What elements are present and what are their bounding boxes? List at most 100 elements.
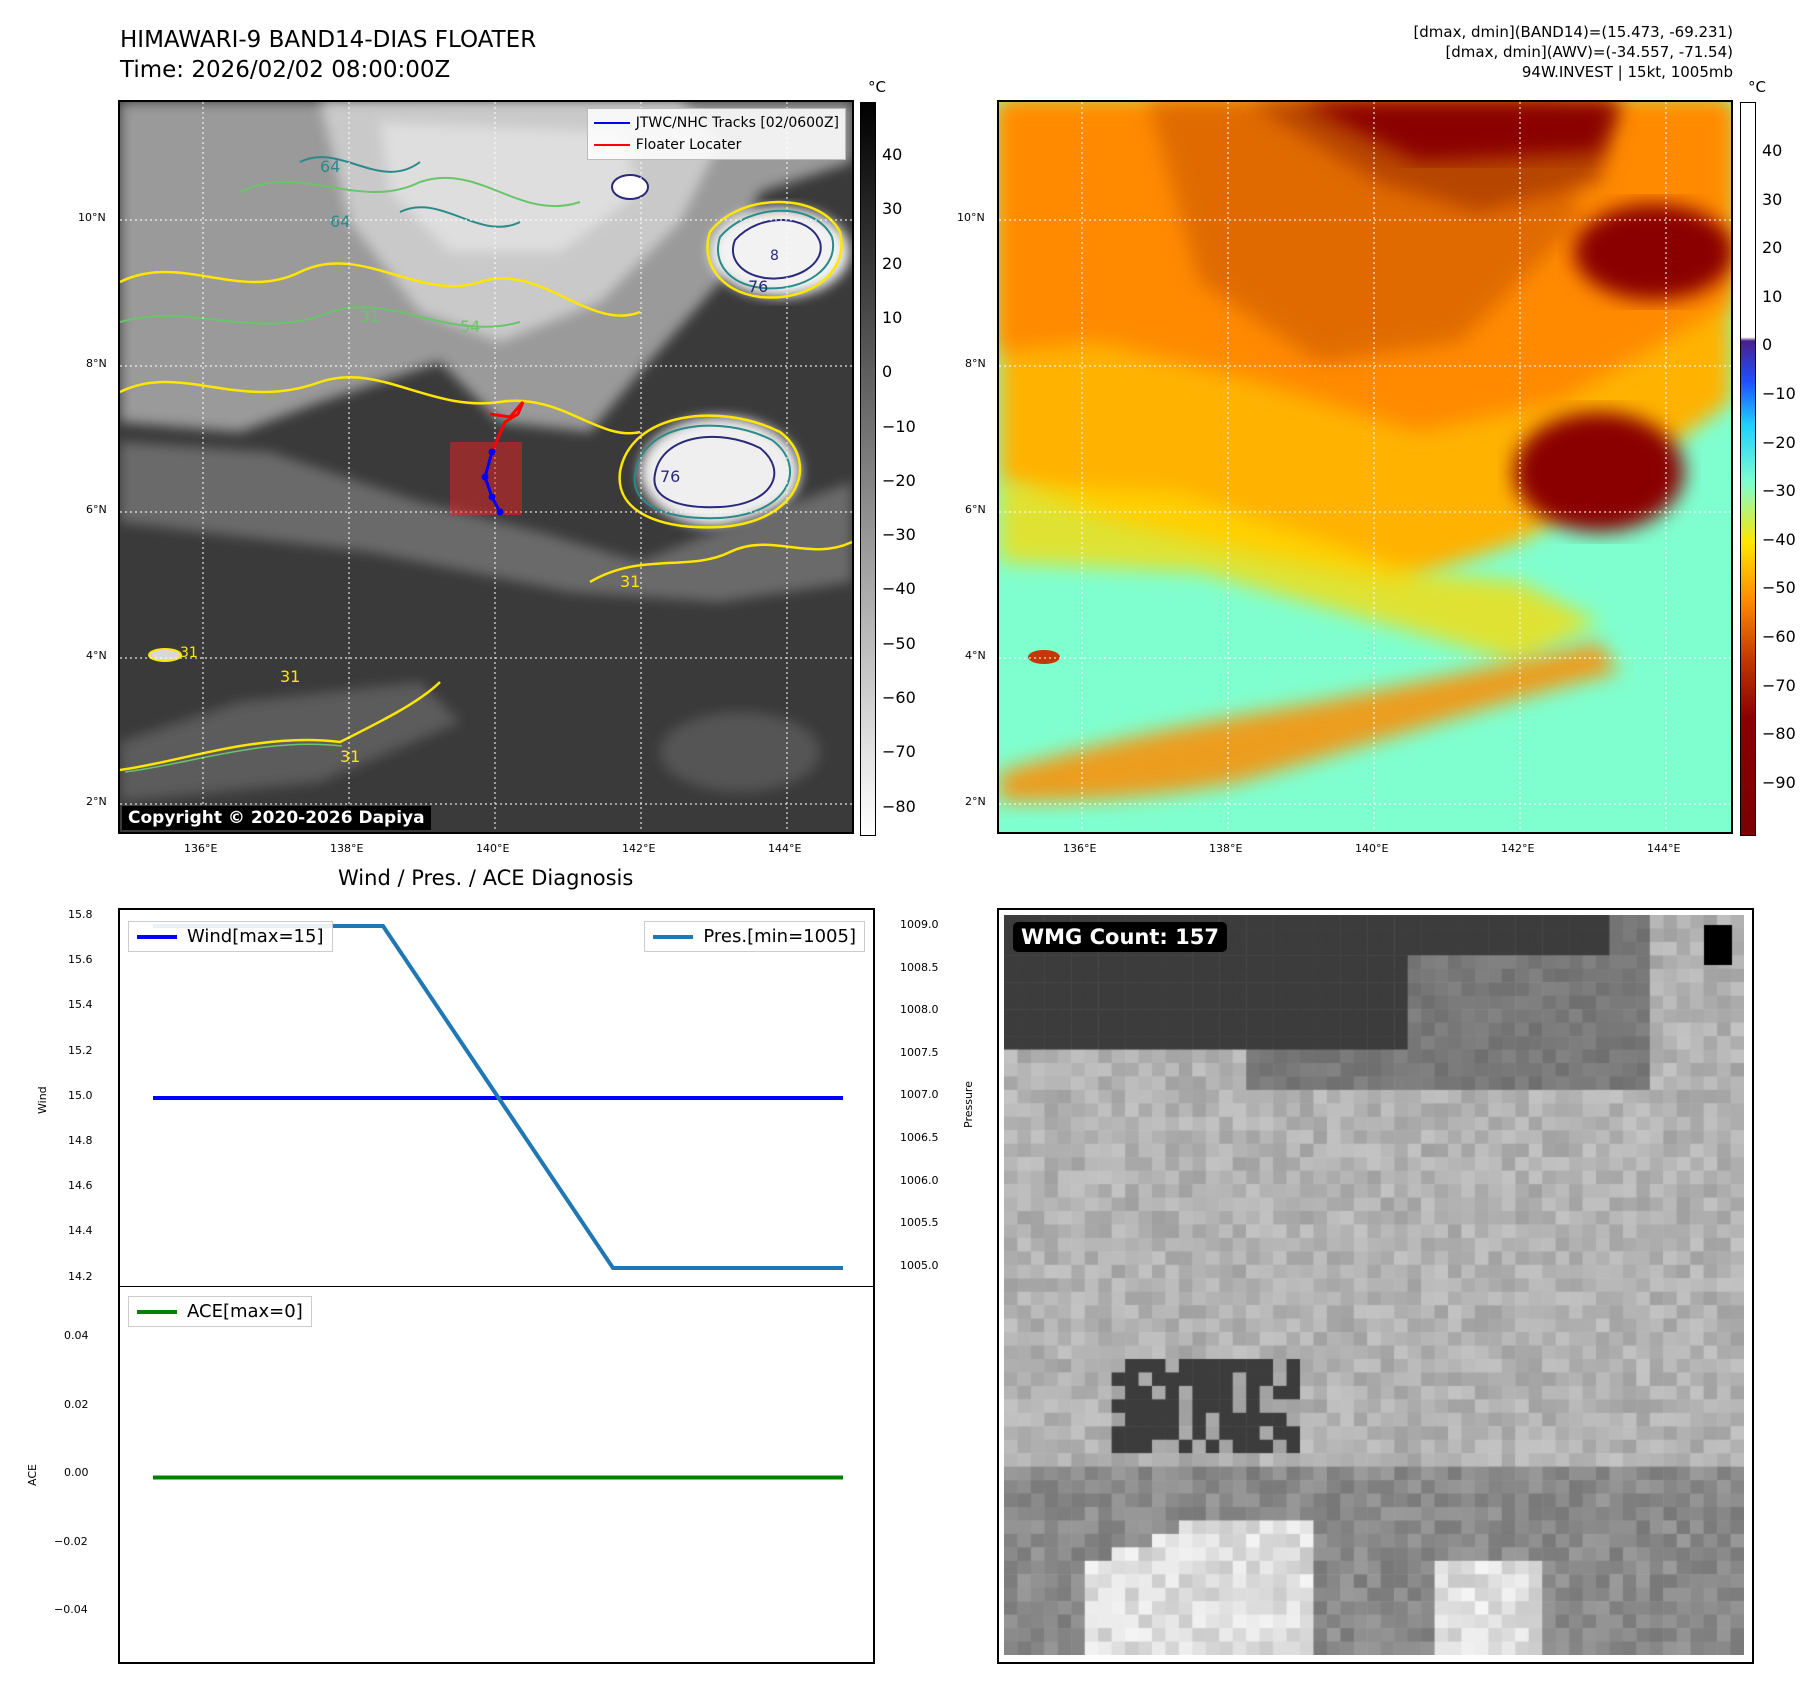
copyright-label: Copyright © 2020-2026 Dapiya <box>122 806 431 830</box>
colorbar-tick: −60 <box>882 688 916 707</box>
lon-label: 136°E <box>1063 842 1097 855</box>
lat-label: 2°N <box>86 795 107 808</box>
contour-label: 31 <box>340 747 360 766</box>
lon-label: 142°E <box>622 842 656 855</box>
colorbar-tick: −80 <box>1762 724 1796 744</box>
lat-label: 6°N <box>965 503 986 516</box>
colorbar-tick: 10 <box>882 307 903 327</box>
wmg-count-badge: WMG Count: 157 <box>1013 922 1227 952</box>
colorbar-tick: −60 <box>1762 627 1796 646</box>
axis-tick-label: 14.6 <box>68 1179 93 1193</box>
ace-panel: ACE[max=0] <box>118 1286 875 1664</box>
info-storm: 94W.INVEST | 15kt, 1005mb <box>1521 63 1733 81</box>
wind-axis-label: Wind <box>36 1086 49 1114</box>
ace-plot <box>153 1475 843 1480</box>
colorbar-tick: −10 <box>882 416 916 436</box>
axis-tick-label: 1005.5 <box>900 1216 939 1230</box>
lon-label: 140°E <box>476 842 510 855</box>
contour-label: 31 <box>280 667 300 686</box>
colorbar-tick: 0 <box>1762 335 1773 355</box>
colorbar-tick: 0 <box>882 362 893 382</box>
wmg-panel: WMG Count: 157 <box>997 908 1754 1664</box>
lon-label: 136°E <box>184 842 218 855</box>
lat-label: 10°N <box>78 211 106 224</box>
axis-tick-label: −0.02 <box>54 1534 88 1548</box>
colorbar-unit: °C <box>868 78 886 96</box>
axis-tick-label: 15.4 <box>68 998 93 1012</box>
figure-title: HIMAWARI-9 BAND14-DIAS FLOATER <box>120 27 537 53</box>
lat-label: 4°N <box>965 649 986 662</box>
contour-label: 31 <box>360 307 380 326</box>
wmg-canvas <box>1004 915 1744 1655</box>
axis-tick-label: 1008.5 <box>900 960 939 974</box>
contour-label: 54 <box>460 317 480 336</box>
axis-tick-label: 1007.5 <box>900 1045 939 1059</box>
lat-label: 2°N <box>965 795 986 808</box>
wind-legend: Wind[max=15] <box>128 921 333 952</box>
lon-label: 144°E <box>1647 842 1681 855</box>
axis-tick-label: 1006.0 <box>900 1173 939 1187</box>
colorbar-tick: −40 <box>1762 529 1796 549</box>
wind-pressure-panel: Wind[max=15] Pres.[min=1005] <box>118 908 875 1287</box>
axis-tick-label: 1005.0 <box>900 1258 939 1272</box>
wind-legend-label: Wind[max=15] <box>187 926 324 947</box>
contour-label: 76 <box>660 467 680 486</box>
colorbar-tick: −50 <box>1762 578 1796 598</box>
legend-floater-label: Floater Locater <box>635 137 742 153</box>
colorbar-awv <box>1740 102 1756 836</box>
axis-tick-label: 14.4 <box>68 1224 93 1238</box>
lon-label: 138°E <box>1209 842 1243 855</box>
lat-label: 4°N <box>86 649 107 662</box>
lon-label: 140°E <box>1355 842 1389 855</box>
colorbar-tick: 20 <box>882 253 903 273</box>
legend-track-label: JTWC/NHC Tracks [02/0600Z] <box>635 115 839 131</box>
colorbar-tick: −20 <box>1762 432 1796 452</box>
ace-legend: ACE[max=0] <box>128 1296 312 1327</box>
awv-map-canvas <box>999 102 1731 832</box>
axis-tick-label: 15.6 <box>68 953 93 967</box>
axis-tick-label: 0.02 <box>64 1397 89 1411</box>
awv-map-panel <box>997 100 1733 834</box>
colorbar-gray <box>860 102 876 836</box>
axis-tick-label: 15.0 <box>68 1088 93 1102</box>
contour-label: 31 <box>180 645 198 661</box>
floater-track <box>489 401 525 453</box>
colorbar-tick: −30 <box>882 525 916 545</box>
ir-map-panel: 64 54 31 31 76 31 31 31 64 76 8 JTWC/NHC… <box>118 100 854 834</box>
lon-label: 138°E <box>330 842 364 855</box>
colorbar-tick: −70 <box>1762 675 1796 695</box>
jtwc-track <box>483 451 502 513</box>
colorbar-tick: 40 <box>882 145 903 164</box>
axis-tick-label: 1006.5 <box>900 1131 939 1144</box>
contour-label: 64 <box>330 212 350 231</box>
axis-tick-label: 1008.0 <box>900 1003 939 1017</box>
colorbar-tick: −30 <box>1762 481 1796 501</box>
axis-tick-label: 0.04 <box>64 1329 89 1342</box>
pressure-legend-label: Pres.[min=1005] <box>703 926 856 947</box>
axis-tick-label: 1009.0 <box>900 918 939 931</box>
pressure-axis-label: Pressure <box>962 1081 975 1128</box>
ace-axis-label: ACE <box>26 1464 39 1486</box>
pressure-legend: Pres.[min=1005] <box>644 921 865 952</box>
axis-tick-label: 14.2 <box>68 1269 93 1283</box>
colorbar-tick: 30 <box>882 199 903 219</box>
figure-time: Time: 2026/02/02 08:00:00Z <box>120 57 451 83</box>
contour-label: 76 <box>748 277 768 296</box>
colorbar-tick: −90 <box>1762 772 1796 792</box>
lat-label: 10°N <box>957 211 985 224</box>
diagnosis-title: Wind / Pres. / ACE Diagnosis <box>338 866 634 890</box>
colorbar-tick: −80 <box>882 796 916 816</box>
info-band14: [dmax, dmin](BAND14)=(15.473, -69.231) <box>1413 23 1733 41</box>
colorbar-tick: 30 <box>1762 189 1783 209</box>
axis-tick-label: −0.04 <box>54 1603 88 1617</box>
lon-label: 144°E <box>768 842 802 855</box>
info-awv: [dmax, dmin](AWV)=(-34.557, -71.54) <box>1445 43 1733 61</box>
lon-label: 142°E <box>1501 842 1535 855</box>
wind-pressure-plot <box>153 924 843 1270</box>
axis-tick-label: 14.8 <box>68 1134 93 1147</box>
colorbar-unit: °C <box>1748 78 1766 96</box>
axis-tick-label: 15.2 <box>68 1043 93 1057</box>
colorbar-tick: 20 <box>1762 238 1783 258</box>
axis-tick-label: 1007.0 <box>900 1088 939 1102</box>
ace-legend-label: ACE[max=0] <box>187 1301 303 1322</box>
